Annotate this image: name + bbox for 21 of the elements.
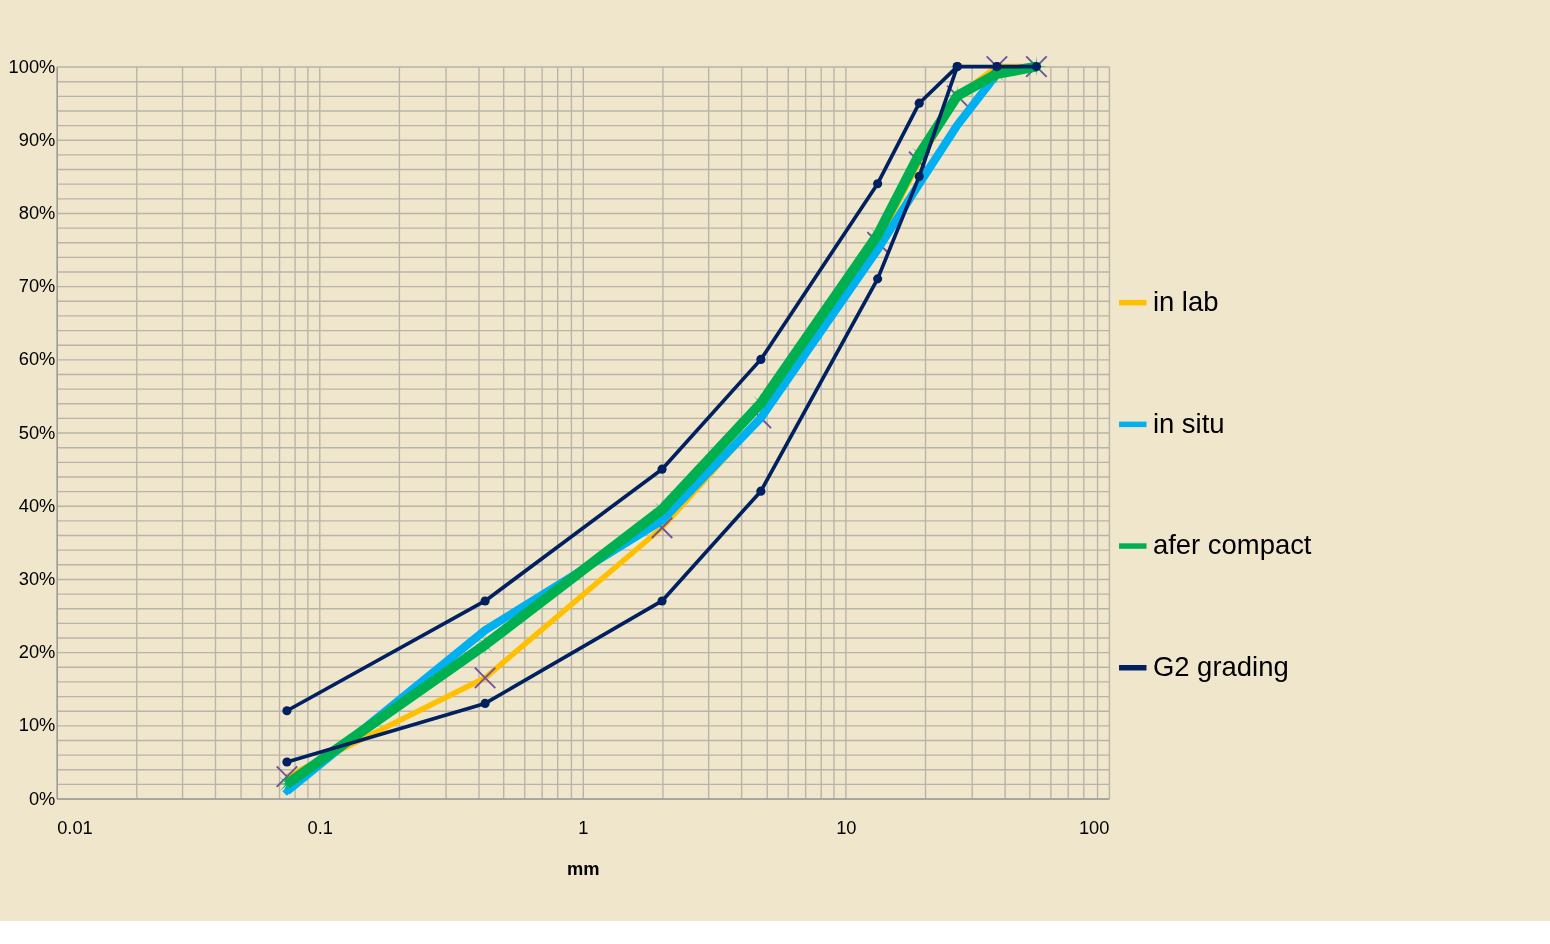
legend-label: in lab	[1152, 285, 1219, 317]
y-tick-label: 10%	[18, 714, 56, 736]
y-tick-label: 100%	[8, 55, 56, 77]
y-tick-label: 20%	[18, 641, 56, 663]
y-tick-label: 30%	[18, 567, 56, 589]
x-tick-label: 0.01	[57, 816, 93, 838]
legend-label: in situ	[1152, 407, 1225, 439]
x-tick-label: 1	[578, 816, 589, 838]
y-tick-label: 40%	[18, 494, 56, 516]
y-tick-label: 90%	[18, 128, 56, 150]
y-tick-label: 70%	[18, 275, 56, 297]
y-tick-label: 0%	[28, 787, 56, 809]
x-tick-label: 100	[1078, 816, 1110, 838]
legend-label: afer compact	[1152, 529, 1312, 561]
x-tick-label: 0.1	[307, 816, 333, 838]
x-tick-label: 10	[836, 816, 857, 838]
legend-label: G2 grading	[1152, 650, 1289, 682]
x-axis-title: mm	[567, 857, 600, 879]
y-tick-label: 50%	[18, 421, 56, 443]
y-tick-label: 80%	[18, 201, 56, 223]
y-tick-label: 60%	[18, 348, 56, 370]
